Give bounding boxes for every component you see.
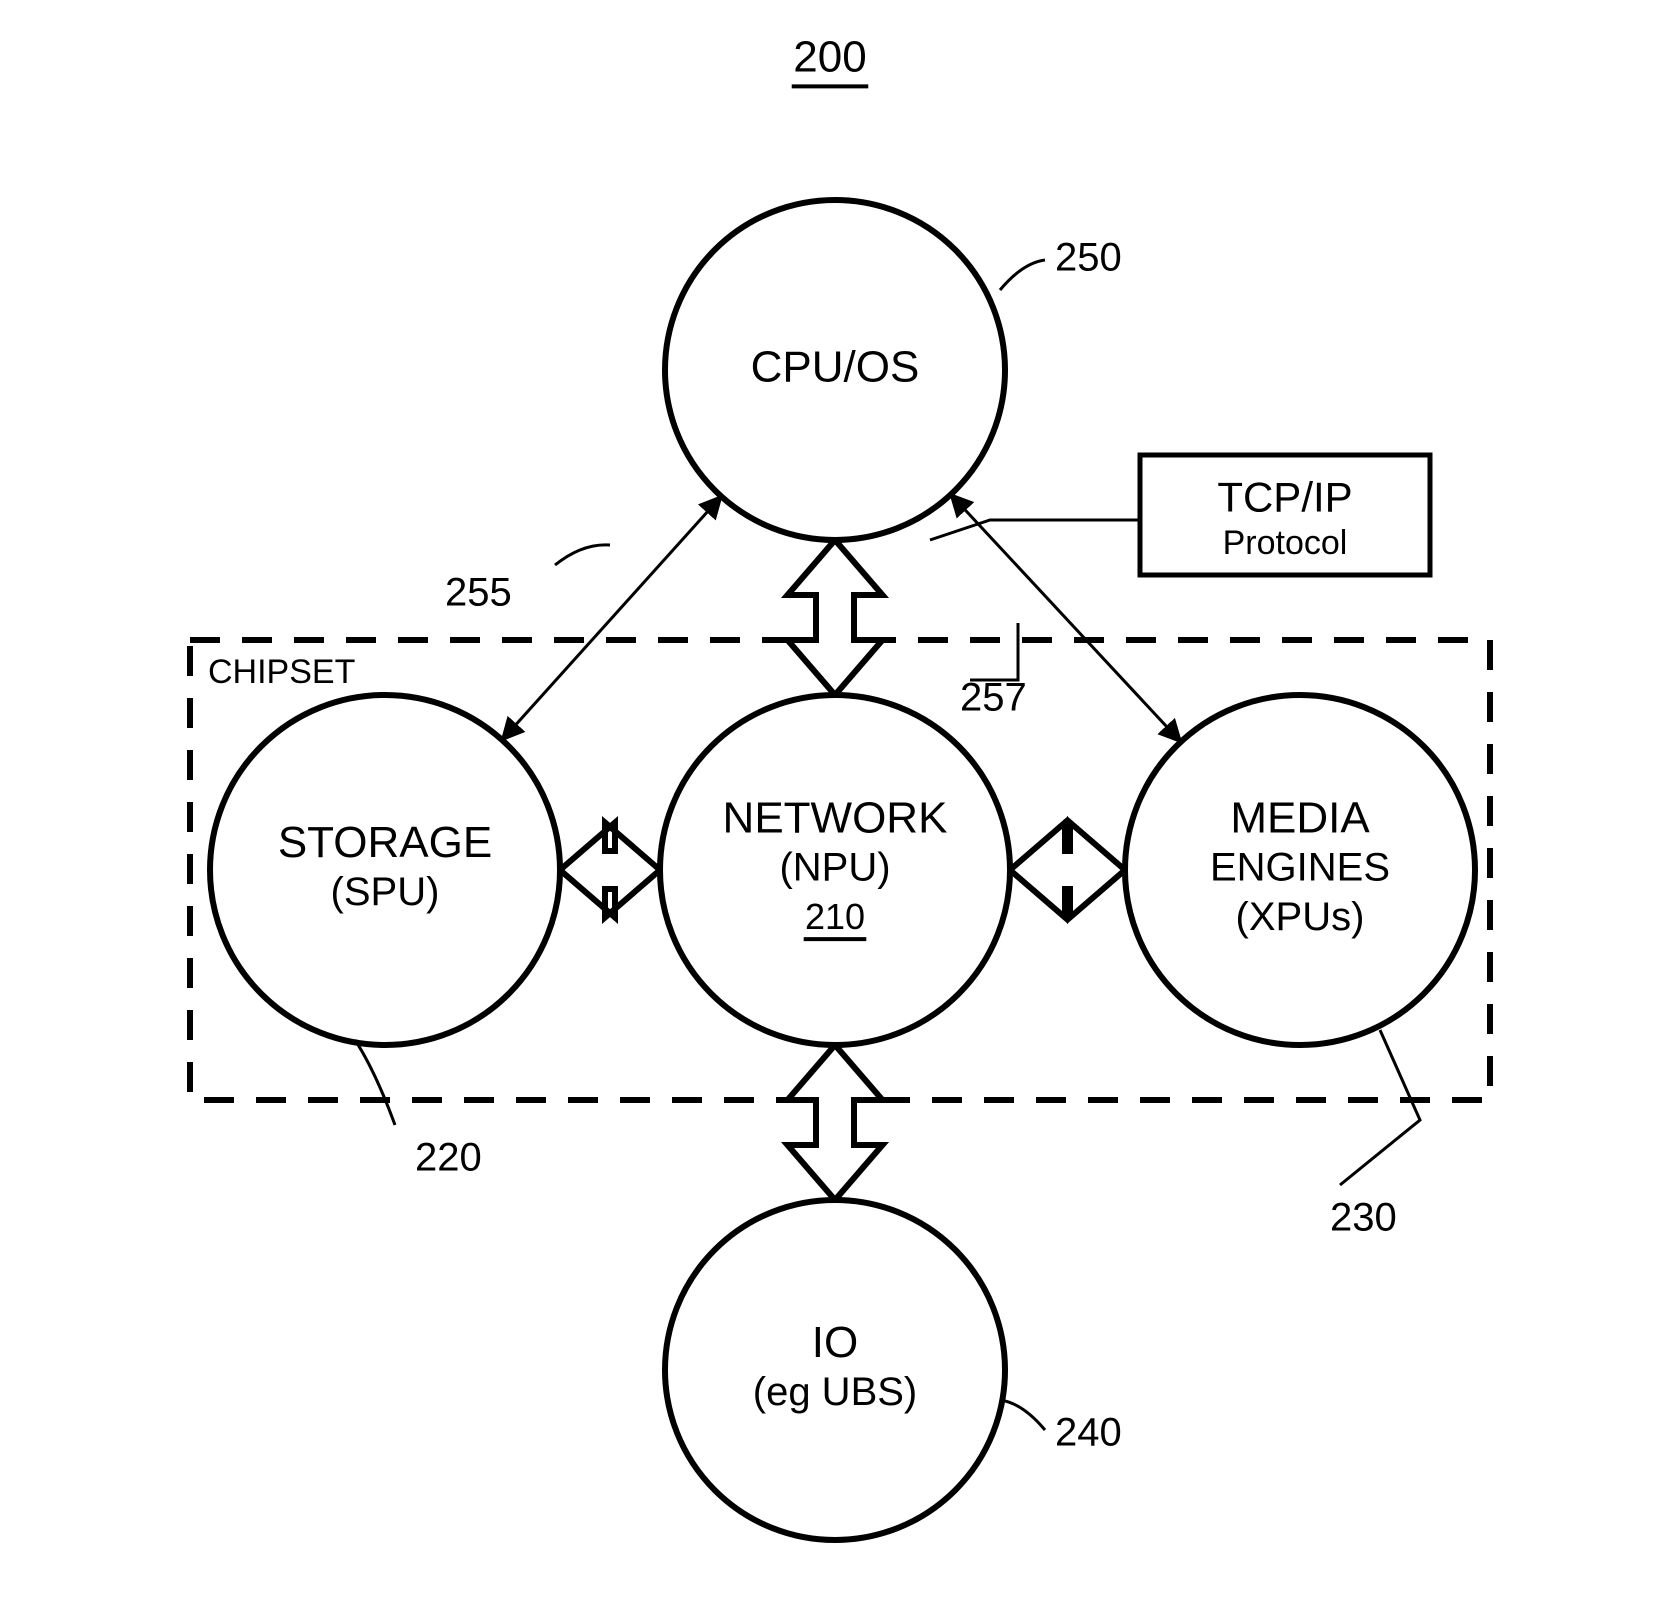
node-network: NETWORK(NPU) 210 <box>660 695 1010 1045</box>
svg-text:TCP/IP: TCP/IP <box>1217 474 1352 521</box>
svg-text:NETWORK: NETWORK <box>723 793 948 842</box>
node-cpu: CPU/OS <box>665 200 1005 540</box>
svg-text:250: 250 <box>1055 236 1122 280</box>
leader <box>1000 1400 1045 1430</box>
svg-text:(XPUs): (XPUs) <box>1236 895 1365 939</box>
svg-text:200: 200 <box>793 33 866 82</box>
leader <box>555 545 610 565</box>
svg-text:ENGINES: ENGINES <box>1210 846 1390 890</box>
svg-text:(eg UBS): (eg UBS) <box>753 1370 918 1414</box>
leader <box>930 520 1140 540</box>
svg-text:CHIPSET: CHIPSET <box>208 653 355 691</box>
svg-text:257: 257 <box>960 676 1027 720</box>
node-storage: STORAGE(SPU) <box>210 695 560 1045</box>
svg-text:MEDIA: MEDIA <box>1230 793 1370 842</box>
block-arrow <box>560 823 660 918</box>
tcpip-box: TCP/IPProtocol <box>1140 455 1430 575</box>
svg-text:(NPU): (NPU) <box>779 846 890 890</box>
node-media: MEDIAENGINES (XPUs) <box>1125 695 1475 1045</box>
svg-text:IO: IO <box>812 1318 858 1367</box>
svg-text:CPU/OS: CPU/OS <box>751 343 920 392</box>
leader <box>970 623 1018 680</box>
leader <box>1340 1030 1420 1185</box>
edge <box>502 496 721 740</box>
block-arrow <box>788 1045 883 1200</box>
svg-text:STORAGE: STORAGE <box>278 818 492 867</box>
leader <box>1000 260 1045 290</box>
block-arrow <box>1010 823 1125 918</box>
svg-text:240: 240 <box>1055 1411 1122 1455</box>
svg-text:(SPU): (SPU) <box>331 870 440 914</box>
svg-text:220: 220 <box>415 1136 482 1180</box>
leader <box>355 1040 395 1125</box>
svg-text:230: 230 <box>1330 1196 1397 1240</box>
svg-text:255: 255 <box>445 571 512 615</box>
svg-text:Protocol: Protocol <box>1223 524 1348 562</box>
block-arrow <box>788 540 883 695</box>
svg-text:210: 210 <box>805 896 865 937</box>
node-io: IO(eg UBS) <box>665 1200 1005 1540</box>
